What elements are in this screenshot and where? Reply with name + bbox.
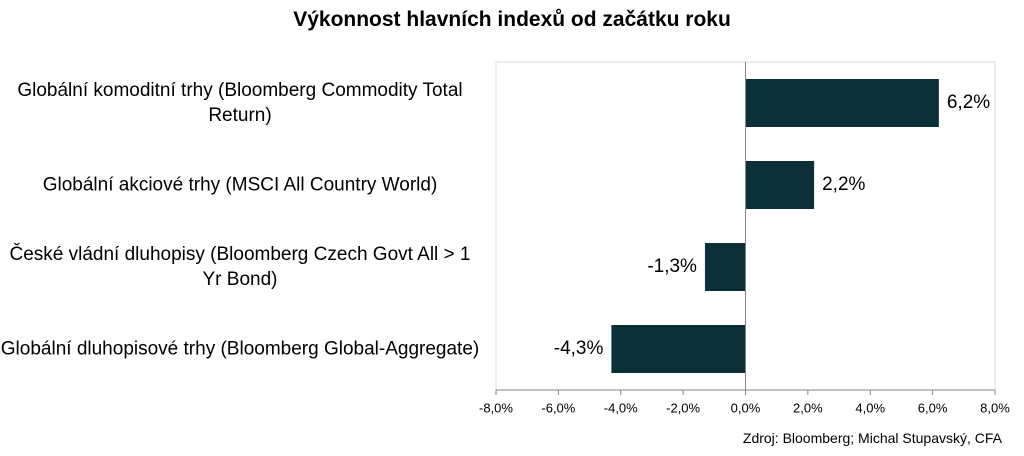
y-tick-label: České vládní dluhopisy (Bloomberg Czech …	[9, 244, 471, 290]
y-tick-label: Globální dluhopisové trhy (Bloomberg Glo…	[0, 338, 480, 360]
bar	[745, 161, 815, 209]
bar	[745, 79, 939, 127]
data-label: 6,2%	[947, 92, 990, 113]
bar	[611, 325, 746, 373]
x-tick-label: -6,0%	[541, 400, 575, 415]
x-tick-label: 4,0%	[855, 400, 885, 415]
x-tick-label: 0,0%	[731, 400, 761, 415]
x-tick-label: -4,0%	[604, 400, 638, 415]
chart-title: Výkonnost hlavních indexů od začátku rok…	[293, 8, 731, 31]
y-tick-label: Globální akciové trhy (MSCI All Country …	[42, 174, 438, 196]
x-tick-label: 2,0%	[793, 400, 823, 415]
y-tick-label: Globální komoditní trhy (Bloomberg Commo…	[17, 80, 463, 126]
x-tick-label: -2,0%	[666, 400, 700, 415]
bar	[704, 243, 746, 291]
x-tick-label: -8,0%	[479, 400, 513, 415]
x-tick-label: 8,0%	[980, 400, 1010, 415]
data-label: 2,2%	[822, 174, 865, 195]
x-tick-label: 6,0%	[918, 400, 948, 415]
source-note: Zdroj: Bloomberg; Michal Stupavský, CFA	[742, 430, 1002, 446]
data-label: -4,3%	[554, 338, 604, 359]
data-label: -1,3%	[647, 256, 697, 277]
